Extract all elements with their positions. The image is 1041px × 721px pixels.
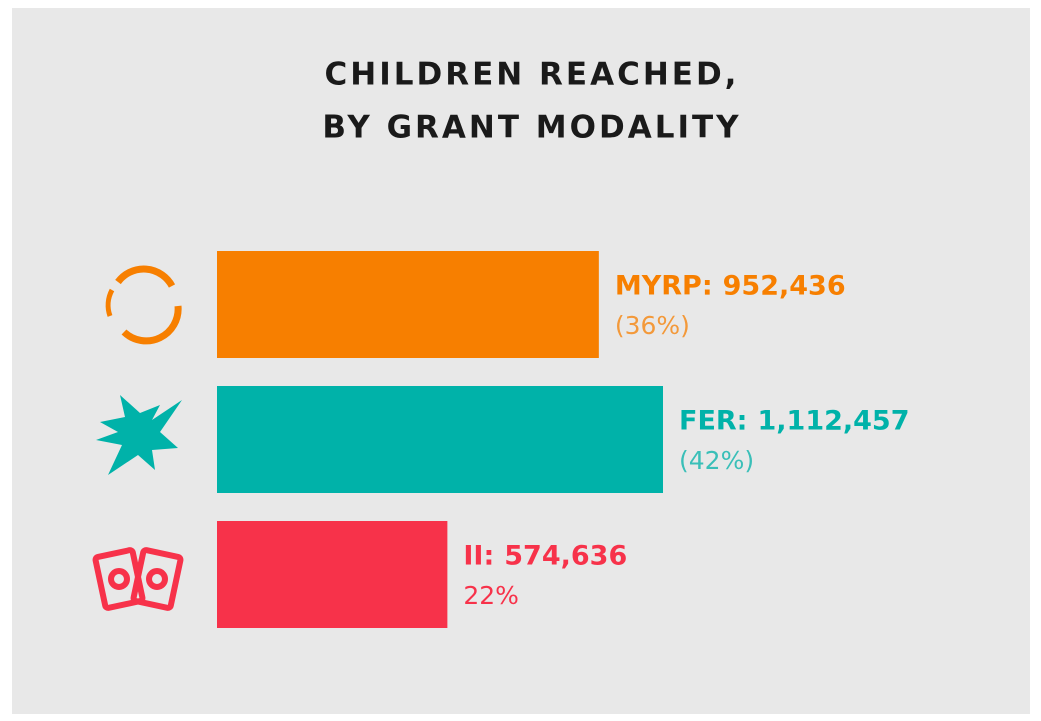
category-label: FER: bbox=[679, 406, 747, 437]
category-label: MYRP: bbox=[615, 271, 713, 302]
value-label: 1,112,457 bbox=[757, 406, 909, 437]
value-label: 952,436 bbox=[723, 271, 846, 302]
share-label: (36%) bbox=[615, 311, 690, 340]
chart-title: BY GRANT MODALITY bbox=[322, 110, 741, 146]
share-label: 22% bbox=[463, 581, 519, 610]
value-label: 574,636 bbox=[504, 541, 627, 572]
icon-burst bbox=[96, 395, 182, 475]
chart-title: CHILDREN REACHED, bbox=[325, 57, 740, 93]
background bbox=[12, 8, 1030, 714]
icon-cash bbox=[92, 547, 184, 611]
bar bbox=[217, 521, 448, 628]
icon-cycle bbox=[105, 265, 182, 345]
share-label: (42%) bbox=[679, 446, 754, 475]
bar bbox=[217, 386, 663, 493]
bar bbox=[217, 251, 599, 358]
category-label: II: bbox=[463, 541, 494, 572]
